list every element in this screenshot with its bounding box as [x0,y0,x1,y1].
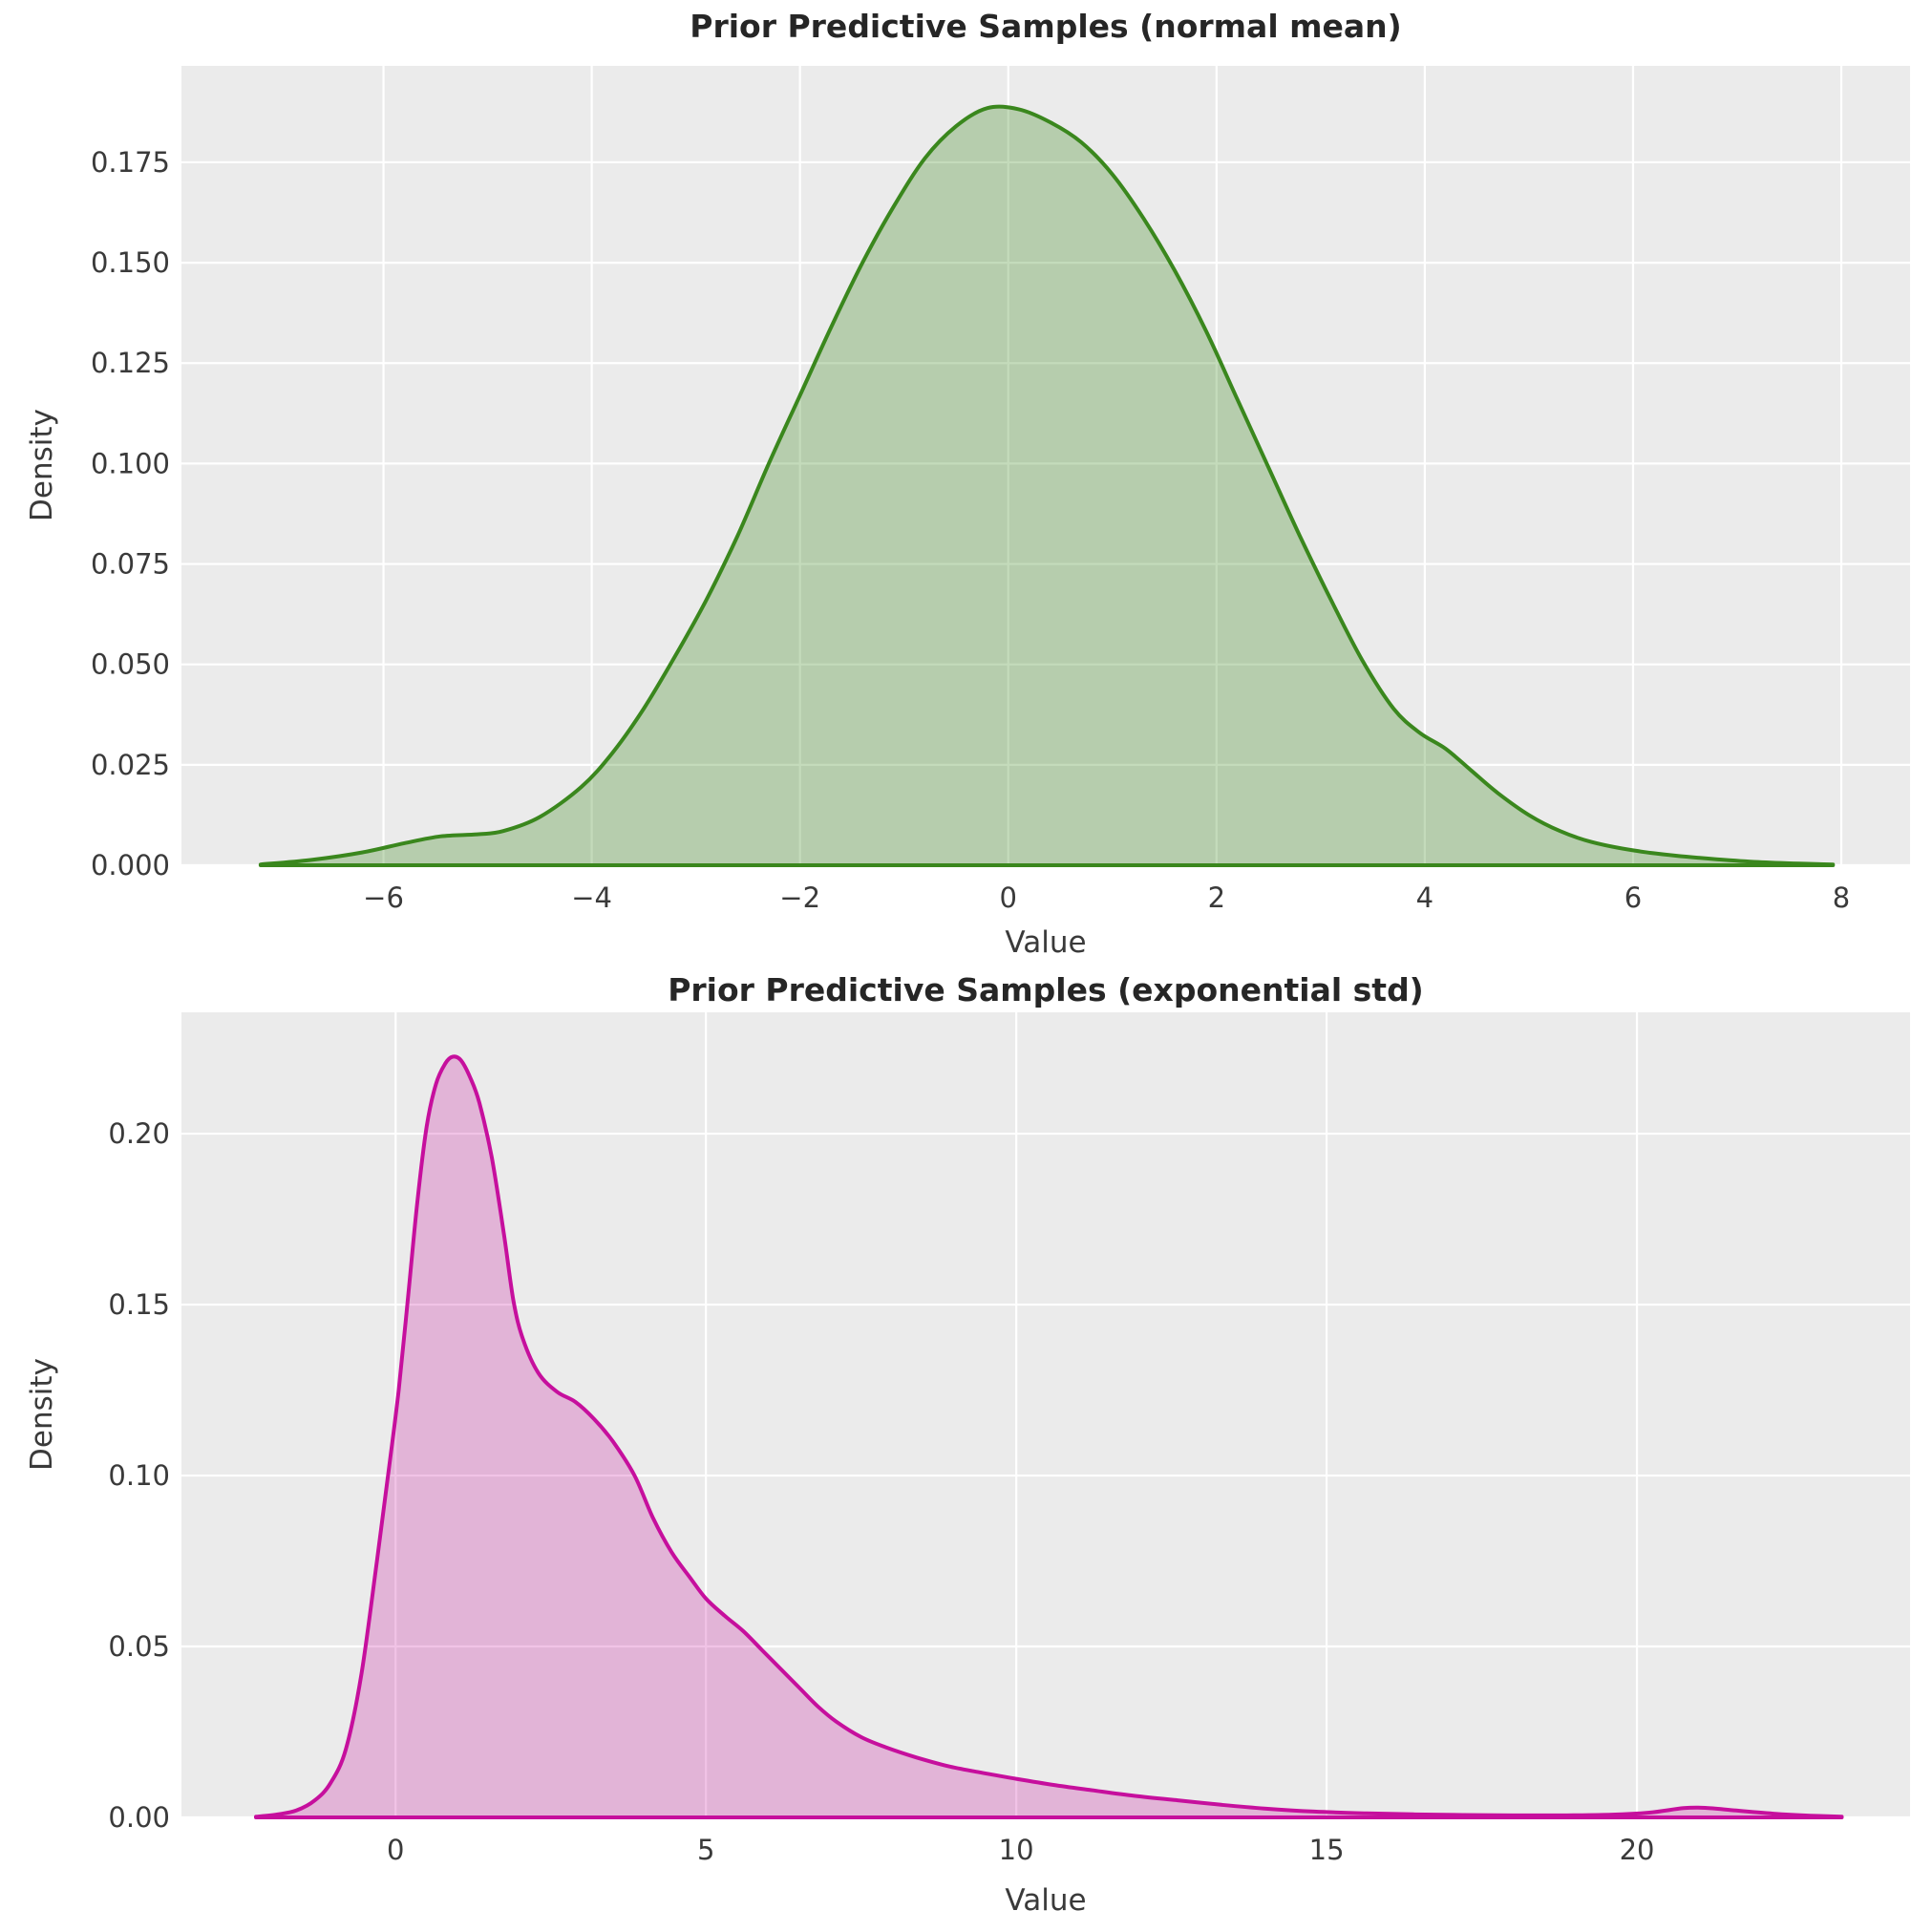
x-tick-label: −6 [363,881,404,914]
y-tick-label: 0.150 [91,246,170,279]
kde-normal-mean-area [260,106,1834,866]
x-tick-label: 0 [387,1834,404,1866]
plot-background [181,66,1910,865]
chart-title: Prior Predictive Samples (normal mean) [690,8,1402,45]
x-tick-label: −2 [779,881,820,914]
y-tick-label: 0.10 [108,1459,170,1492]
x-axis-label: Value [1005,1883,1087,1918]
y-tick-label: 0.000 [91,849,170,881]
y-tick-label: 0.00 [108,1801,170,1834]
y-tick-label: 0.20 [108,1117,170,1150]
x-tick-label: 6 [1624,881,1642,914]
y-tick-label: 0.100 [91,447,170,479]
y-axis-label: Density [25,409,59,521]
y-tick-labels: 0.00 0.05 0.10 0.15 0.20 [108,1117,170,1834]
kde-normal-mean-curve [258,104,1836,867]
x-tick-label: −4 [571,881,612,914]
x-tick-label: 2 [1208,881,1225,914]
x-tick-label: 20 [1620,1834,1655,1866]
chart-title: Prior Predictive Samples (exponential st… [668,971,1424,1008]
y-axis-label: Density [25,1358,59,1471]
kde-chart-0: −6 −4 −2 0 2 4 6 8 0.000 0.025 0.050 0.075 0.100 0.12… [91,66,1910,914]
x-tick-label: 8 [1833,881,1850,914]
y-tick-label: 0.05 [108,1630,170,1663]
x-tick-label: 0 [1000,881,1017,914]
kde-exponential-std-curve [254,1054,1844,1819]
y-tick-label: 0.175 [91,146,170,179]
x-tick-label: 5 [697,1834,714,1866]
x-tick-labels: 0 5 10 15 20 [387,1834,1655,1866]
y-tick-labels: 0.000 0.025 0.050 0.075 0.100 0.125 0.150 0.175 [91,146,170,881]
y-tick-label: 0.125 [91,347,170,379]
x-tick-label: 4 [1416,881,1433,914]
kde-chart-1: 0 5 10 15 20 0.00 0.05 0.10 0.15 0.20 [108,1012,1910,1866]
y-tick-label: 0.15 [108,1288,170,1321]
y-tick-label: 0.050 [91,648,170,681]
x-tick-label: 15 [1309,1834,1345,1866]
x-axis-label: Value [1005,925,1087,960]
y-tick-label: 0.075 [91,548,170,581]
x-tick-labels: −6 −4 −2 0 2 4 6 8 [363,881,1850,914]
kde-exponential-std-area [256,1056,1842,1817]
y-tick-label: 0.025 [91,749,170,781]
x-tick-label: 10 [999,1834,1034,1866]
plot-background [181,1012,1910,1817]
